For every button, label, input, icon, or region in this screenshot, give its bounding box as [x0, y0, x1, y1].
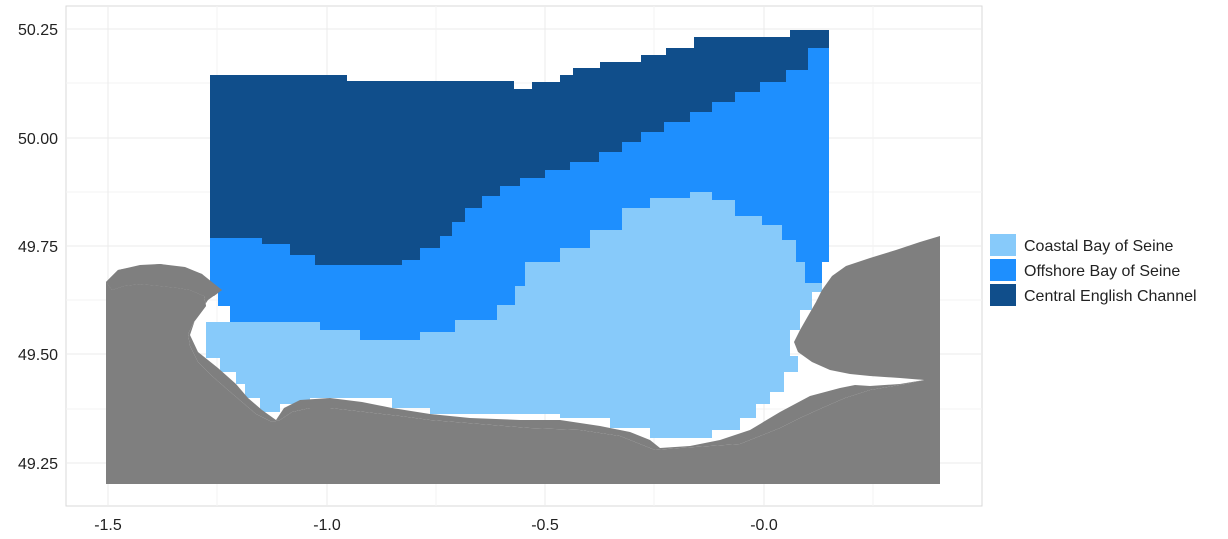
x-tick-label: -0.0	[750, 517, 778, 534]
region-offshore-bay-of-seine	[210, 48, 829, 340]
land-normandy-coast	[106, 264, 924, 450]
x-tick-label: -1.0	[313, 517, 341, 534]
legend-label-coastal: Coastal Bay of Seine	[1024, 238, 1174, 255]
region-coastal-bay-of-seine	[206, 192, 822, 438]
y-tick-label: 49.50	[18, 347, 58, 364]
y-tick-label: 50.00	[18, 131, 58, 148]
land-pays-de-caux	[794, 236, 940, 380]
y-axis: 50.25 50.00 49.75 49.50 49.25	[18, 22, 58, 473]
land-cotentin	[106, 264, 222, 296]
legend-label-central: Central English Channel	[1024, 288, 1197, 305]
legend-label-offshore: Offshore Bay of Seine	[1024, 263, 1180, 280]
y-tick-label: 49.75	[18, 239, 58, 256]
x-axis: -1.5 -1.0 -0.5 -0.0	[94, 517, 778, 534]
x-tick-label: -0.5	[531, 517, 559, 534]
y-tick-label: 50.25	[18, 22, 58, 39]
legend-swatch-offshore	[990, 259, 1016, 281]
land-mainland	[106, 282, 940, 484]
region-central-english-channel	[210, 30, 829, 265]
legend-swatch-coastal	[990, 234, 1016, 256]
x-tick-label: -1.5	[94, 517, 122, 534]
legend-swatch-central	[990, 284, 1016, 306]
seine-estuary	[822, 374, 924, 386]
legend: Coastal Bay of Seine Offshore Bay of Sei…	[990, 234, 1197, 306]
y-tick-label: 49.25	[18, 456, 58, 473]
